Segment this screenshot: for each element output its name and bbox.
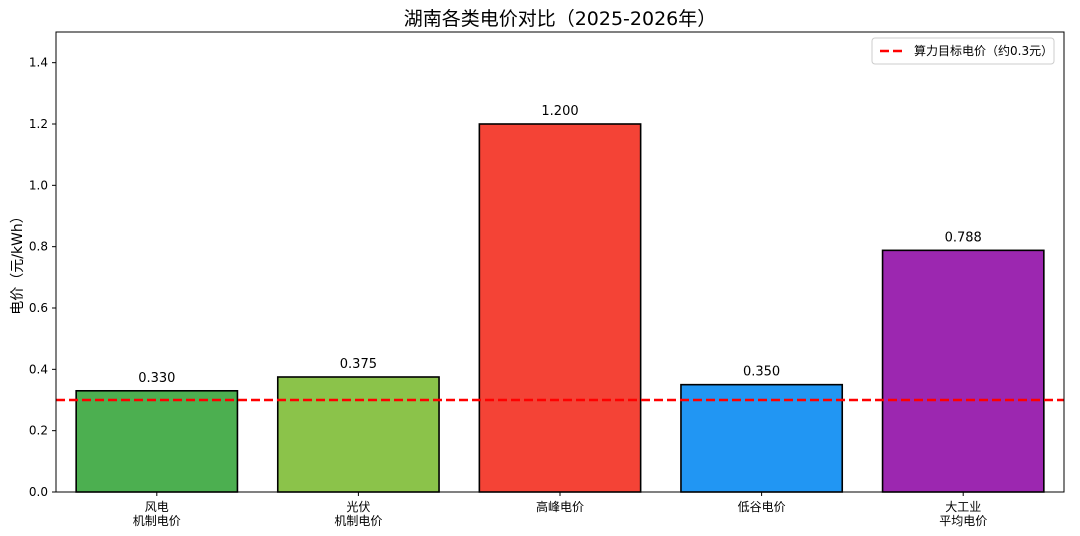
value-label: 1.200 <box>541 104 578 119</box>
plot-area: 0.330风电机制电价0.375光伏机制电价1.200高峰电价0.350低谷电价… <box>29 31 1065 528</box>
bar <box>881 249 1045 493</box>
legend-box <box>871 37 1055 65</box>
value-label: 0.330 <box>138 371 175 386</box>
x-tick-label: 高峰电价 <box>536 499 584 514</box>
x-tick-label: 光伏 <box>346 500 370 514</box>
y-tick-label: 1.0 <box>29 178 48 192</box>
y-tick-label: 1.4 <box>29 56 48 70</box>
axes-frame <box>55 31 1065 493</box>
value-label: 0.350 <box>743 365 780 380</box>
bar <box>680 383 844 493</box>
y-tick-label: 0.0 <box>29 485 48 499</box>
bar <box>276 376 440 493</box>
y-axis-label: 电价（元/kWh） <box>10 209 26 315</box>
y-tick-label: 0.8 <box>29 240 48 254</box>
y-tick-label: 0.2 <box>29 424 48 438</box>
bar <box>75 389 239 493</box>
x-tick-label: 机制电价 <box>133 514 181 528</box>
x-tick-label: 低谷电价 <box>738 500 786 514</box>
x-tick-label: 大工业 <box>945 500 981 514</box>
y-tick-label: 1.2 <box>29 117 48 131</box>
bar <box>478 123 642 493</box>
y-tick-label: 0.6 <box>29 301 48 315</box>
x-tick-label: 平均电价 <box>939 514 987 528</box>
value-label: 0.788 <box>945 230 982 245</box>
y-tick-label: 0.4 <box>29 362 48 376</box>
x-tick-label: 机制电价 <box>334 514 382 528</box>
x-tick-label: 风电 <box>145 500 169 514</box>
legend-label: 算力目标电价（约0.3元） <box>914 43 1053 58</box>
chart-title: 湖南各类电价对比（2025-2026年） <box>404 8 717 30</box>
value-label: 0.375 <box>340 357 377 372</box>
